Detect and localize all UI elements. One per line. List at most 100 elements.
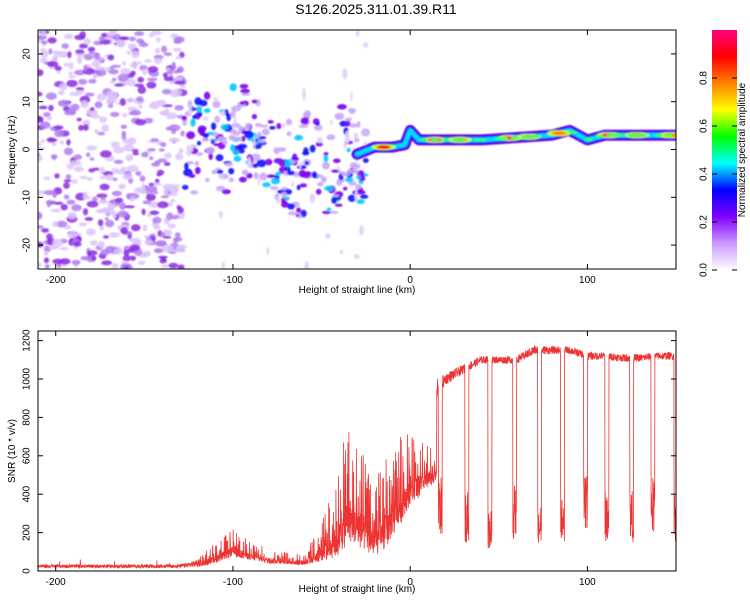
signal-blob [228, 167, 235, 175]
faint-blob [253, 135, 256, 149]
noise-blob [141, 183, 146, 191]
noise-blob [154, 178, 160, 183]
noise-blob [137, 260, 146, 265]
noise-blob [166, 185, 175, 192]
noise-blob [84, 92, 95, 97]
faint-blob [336, 166, 341, 171]
noise-blob [38, 142, 42, 147]
signal-blob [294, 134, 304, 141]
noise-blob [86, 250, 98, 256]
faint-blob [302, 87, 306, 101]
noise-blob [124, 205, 136, 209]
noise-blob [174, 232, 181, 239]
noise-blob [59, 82, 68, 91]
snr-y-axis: 0 200 400 600 800 1000 1200 [22, 329, 676, 574]
signal-blob [315, 122, 320, 126]
signal-blob [192, 114, 198, 120]
signal-blob [316, 174, 324, 178]
noise-blob [162, 72, 168, 78]
signal-blob [208, 152, 213, 160]
noise-blob [177, 264, 185, 269]
noise-blob [67, 211, 77, 220]
signal-blob [194, 166, 201, 175]
signal-blob [228, 177, 234, 183]
faint-blob [220, 110, 226, 116]
x-tick-label: 100 [579, 577, 596, 588]
faint-blob [325, 233, 331, 239]
signal-blob [229, 83, 237, 92]
noise-blob [57, 99, 69, 107]
noise-blob [128, 111, 138, 116]
noise-blob [155, 222, 160, 229]
noise-blob [66, 199, 76, 205]
faint-blob [266, 247, 270, 256]
noise-blob [170, 89, 183, 96]
noise-blob [163, 162, 171, 166]
noise-blob [105, 174, 114, 181]
noise-blob [120, 166, 127, 172]
noise-blob [78, 222, 87, 227]
noise-blob [54, 65, 62, 71]
faint-blob [345, 130, 350, 144]
signal-blob [284, 196, 290, 201]
signal-blob [195, 152, 204, 156]
noise-blob [134, 83, 145, 87]
snr-frame [37, 330, 677, 572]
noise-blob [86, 200, 99, 208]
signal-blob [273, 147, 280, 155]
faint-blob [299, 161, 302, 169]
noise-blob [174, 186, 180, 192]
noise-blob [180, 130, 185, 137]
y-tick-label: 600 [22, 447, 33, 464]
noise-blob [137, 85, 146, 94]
signal-blob [292, 153, 298, 161]
noise-blob [86, 177, 93, 181]
noise-blob [86, 228, 96, 236]
y-tick-label: 200 [22, 524, 33, 541]
colorbar-tick-label: 0.4 [699, 167, 710, 181]
signal-blob [331, 169, 340, 173]
signal-blob [337, 104, 347, 110]
noise-blob [114, 197, 124, 203]
signal-blob [181, 115, 187, 121]
faint-blob [356, 30, 360, 37]
signal-blob [355, 184, 362, 190]
ridge-segment [617, 133, 626, 137]
noise-blob [97, 219, 104, 227]
ridge-segment [532, 134, 540, 138]
signal-blob [326, 134, 336, 141]
noise-blob [90, 114, 101, 119]
colorbar-tick-label: 0.0 [699, 263, 710, 277]
spectrogram-marks [38, 30, 676, 269]
noise-blob [168, 201, 173, 207]
noise-blob [76, 117, 82, 122]
noise-blob [40, 40, 48, 45]
signal-blob [296, 165, 307, 170]
noise-blob [138, 104, 143, 109]
signal-blob [301, 171, 311, 178]
spectrogram-x-label: Height of straight line (km) [299, 285, 416, 296]
signal-blob [347, 194, 356, 202]
noise-blob [167, 223, 176, 229]
x-tick-label: -100 [223, 577, 243, 588]
noise-blob [80, 100, 89, 109]
noise-blob [112, 210, 117, 219]
noise-blob [164, 152, 172, 159]
signal-blob [357, 190, 366, 195]
noise-blob [136, 96, 144, 103]
noise-blob [101, 124, 109, 132]
noise-blob [97, 131, 106, 136]
noise-blob [48, 104, 54, 112]
signal-blob [266, 174, 276, 178]
signal-blob [286, 131, 292, 137]
noise-blob [161, 264, 171, 268]
faint-blob [309, 193, 315, 204]
signal-blob [303, 147, 309, 155]
noise-blob [176, 205, 182, 210]
noise-blob [63, 179, 72, 183]
signal-blob [211, 122, 217, 131]
signal-blob [345, 177, 354, 183]
signal-blob [184, 162, 189, 170]
noise-blob [61, 43, 69, 49]
signal-blob [234, 136, 243, 142]
